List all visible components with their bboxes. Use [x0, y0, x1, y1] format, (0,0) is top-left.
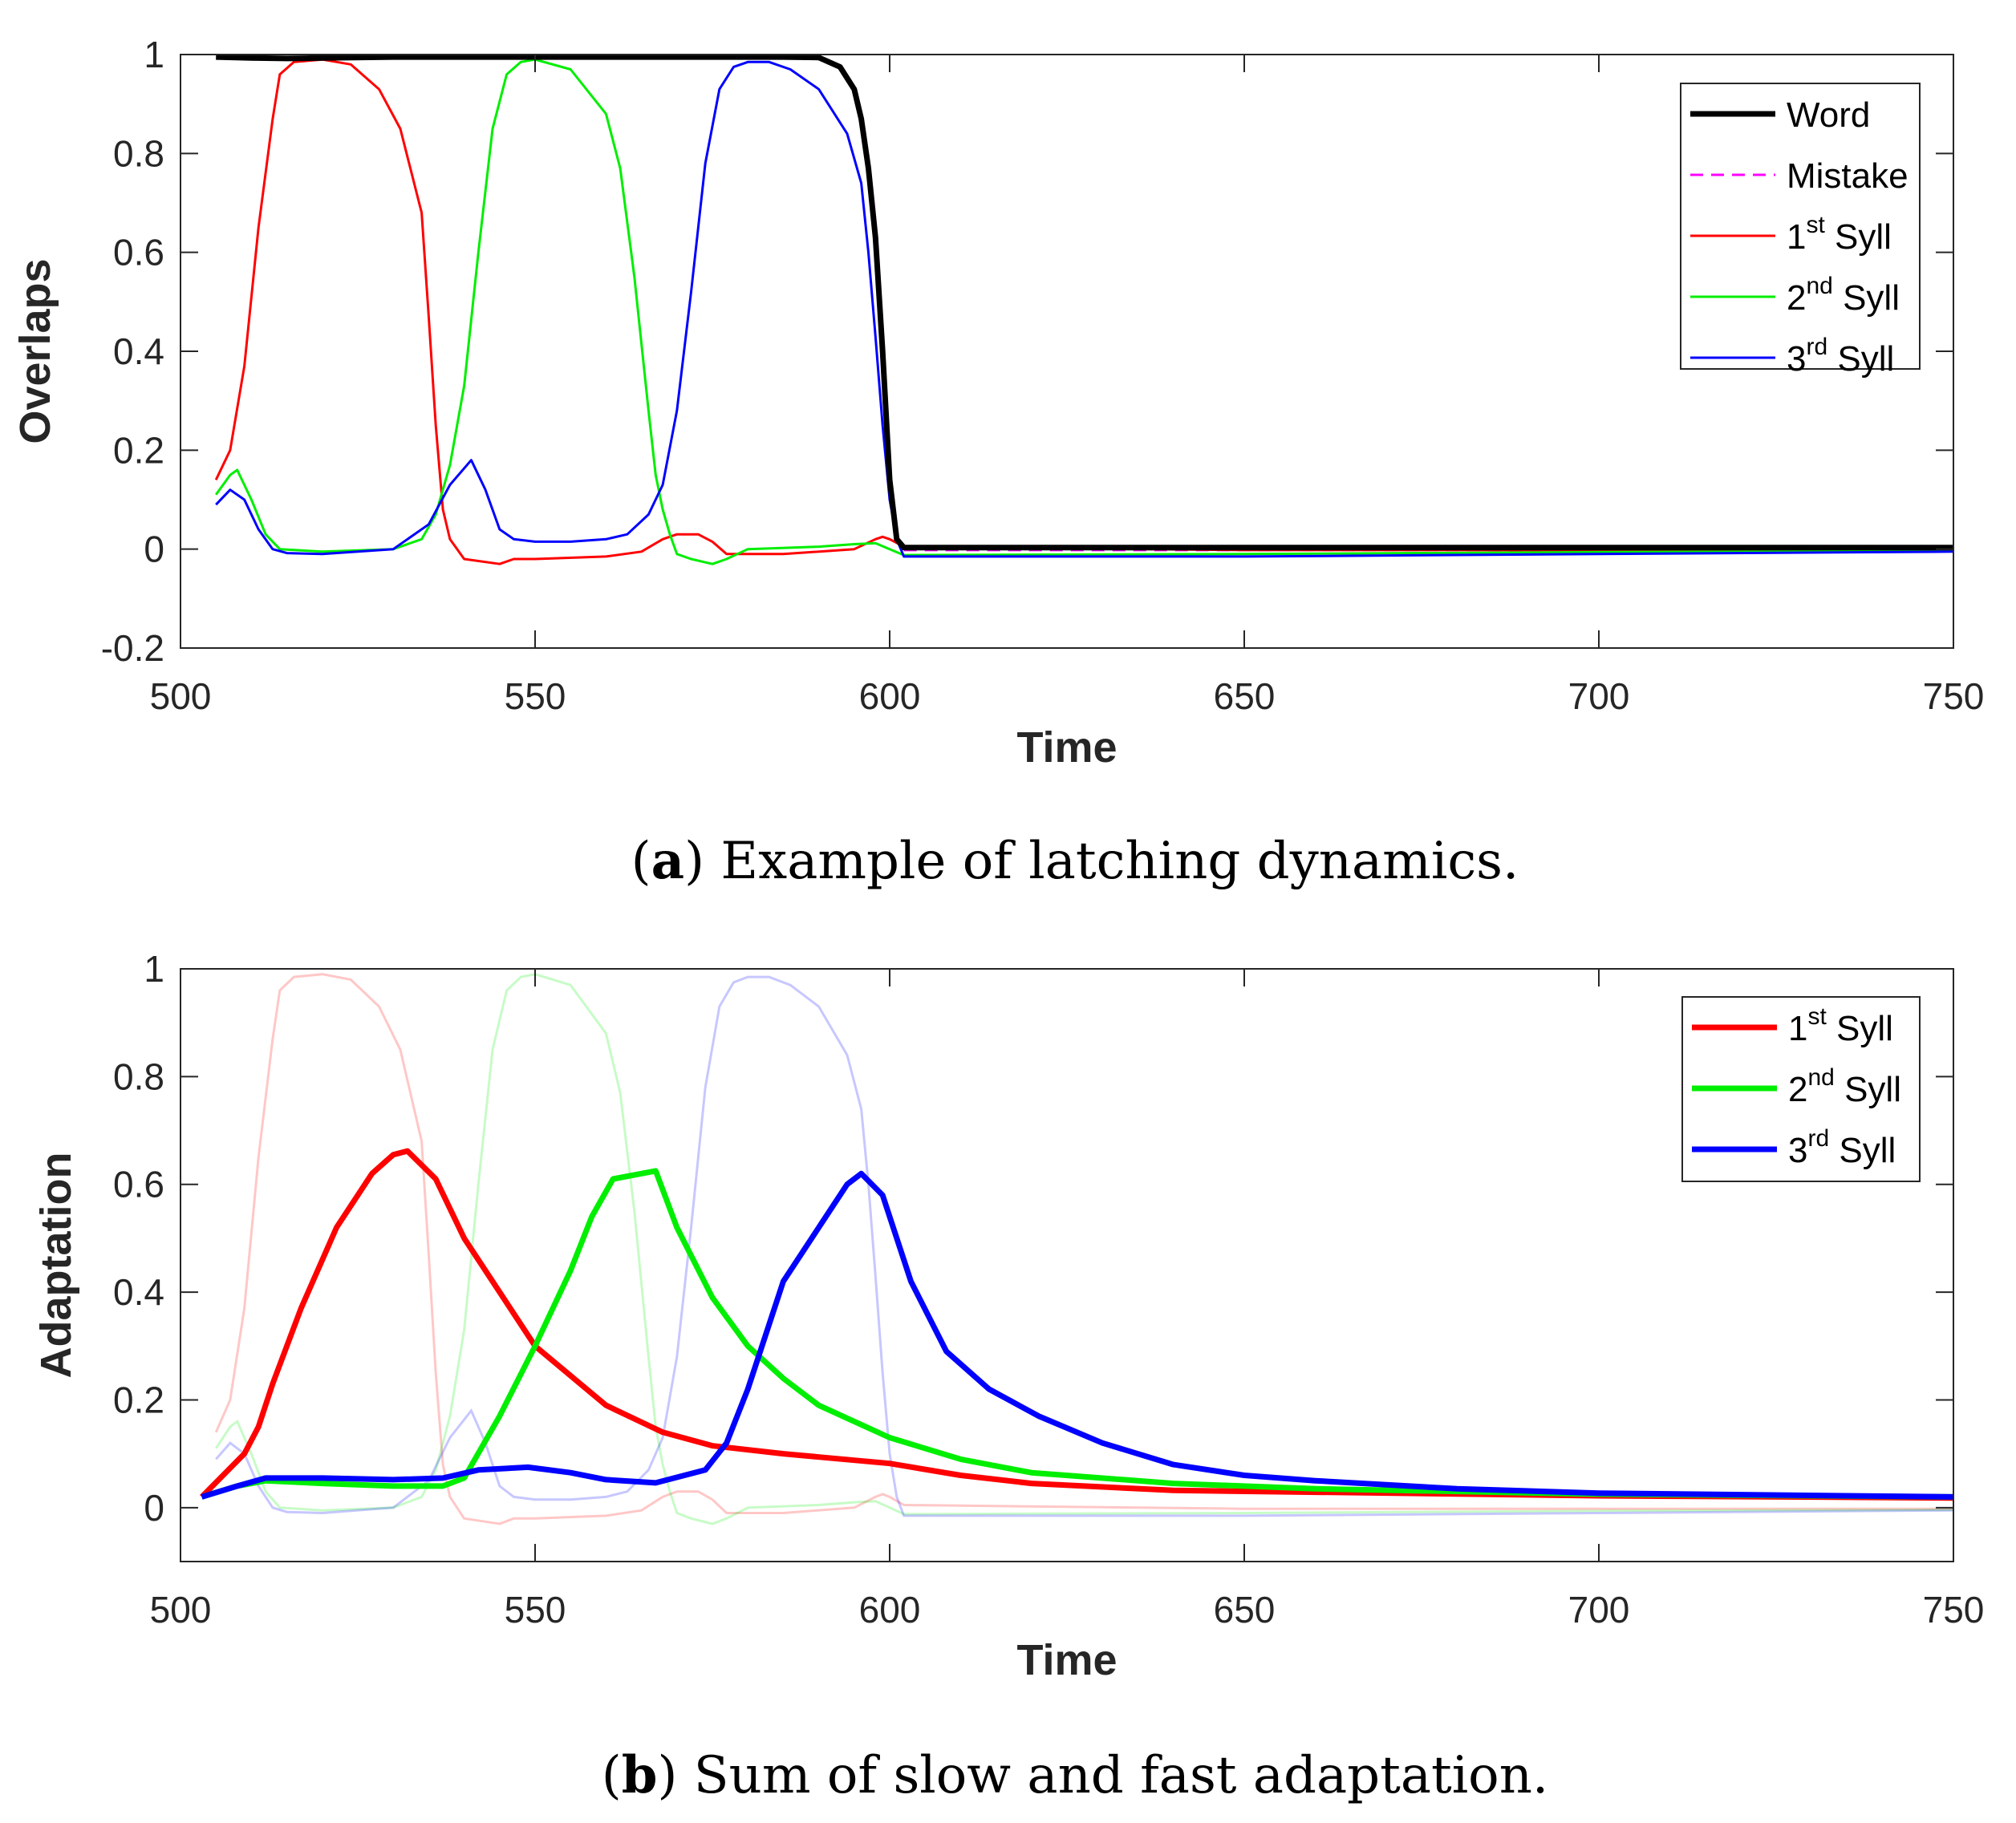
y-tick-label: 0.4 [113, 330, 164, 372]
x-tick-label: 700 [1568, 675, 1630, 717]
y-tick-label: -0.2 [101, 627, 164, 669]
legend-label: 3rd Syll [1788, 1125, 1896, 1170]
y-tick-label: 0.8 [113, 1055, 164, 1097]
series-line-3rd-syll [215, 60, 1953, 558]
x-tick-label: 700 [1568, 1589, 1630, 1631]
y-tick-label: 0.6 [113, 1164, 164, 1205]
series-line-word [216, 55, 1953, 551]
x-tick-label: 650 [1214, 1589, 1276, 1631]
x-axis-label: Time [1016, 723, 1117, 772]
y-tick-label: 0 [144, 1487, 164, 1529]
series-line-1st-syll [214, 58, 1953, 565]
legend: 1st Syll 2nd Syll 3rd Syll [1681, 996, 1921, 1182]
figure-caption: (b) Sum of slow and fast adaptation. [602, 1745, 1549, 1805]
legend-label: 1st Syll [1788, 1003, 1893, 1048]
series-line-2nd-syll [201, 1168, 1953, 1500]
legend-label: 2nd Syll [1788, 1064, 1901, 1109]
panel-b-adaptation-chart: 500 550 600 650 700 750 0 0.2 0.4 0.6 0.8 1 Time Adap… [32, 948, 1984, 1805]
x-tick-label: 500 [150, 675, 212, 717]
x-tick-label: 600 [859, 675, 921, 717]
y-tick-label: 0 [144, 529, 164, 570]
y-tick-label: 1 [144, 34, 164, 75]
legend: Word Mistake 1st Syll 2nd Syll 3rd Syll [1680, 83, 1921, 379]
y-tick-label: 0.2 [113, 429, 164, 471]
x-tick-label: 600 [859, 1589, 921, 1631]
y-tick-label: 1 [144, 948, 164, 990]
background-line-3rd-syll [215, 975, 1953, 1517]
y-tick-label: 0.2 [113, 1379, 164, 1420]
x-tick-label: 750 [1923, 675, 1985, 717]
legend-label: Word [1787, 95, 1870, 135]
panel-a-overlaps-chart: 500 550 600 650 700 750 -0.2 0 0.2 0.4 0.6 0.8 1 Time… [11, 34, 1984, 891]
legend-label: Mistake [1787, 156, 1909, 196]
x-tick-label: 750 [1923, 1589, 1985, 1631]
x-axis-label: Time [1016, 1636, 1117, 1684]
series-line-3rd-syll [201, 1170, 1953, 1500]
y-axis-label: Adaptation [32, 1153, 80, 1379]
x-tick-label: 550 [505, 1589, 566, 1631]
background-line-1st-syll [214, 973, 1953, 1525]
background-line-2nd-syll [214, 973, 1953, 1525]
series-line-1st-syll [200, 1148, 1953, 1501]
legend-label: 3rd Syll [1787, 334, 1894, 379]
y-tick-label: 0.8 [113, 132, 164, 174]
legend-label: 2nd Syll [1787, 273, 1900, 318]
x-tick-label: 650 [1214, 675, 1276, 717]
series-line-2nd-syll [214, 58, 1953, 565]
x-tick-label: 500 [150, 1589, 212, 1631]
x-tick-label: 550 [505, 675, 566, 717]
y-axis-label: Overlaps [11, 258, 59, 444]
y-tick-label: 0.4 [113, 1271, 164, 1313]
axes-box [180, 968, 1954, 1562]
y-tick-label: 0.6 [113, 232, 164, 273]
figure-caption: (a) Example of latching dynamics. [631, 831, 1519, 891]
legend-box [1680, 83, 1921, 370]
legend-label: 1st Syll [1787, 212, 1892, 257]
